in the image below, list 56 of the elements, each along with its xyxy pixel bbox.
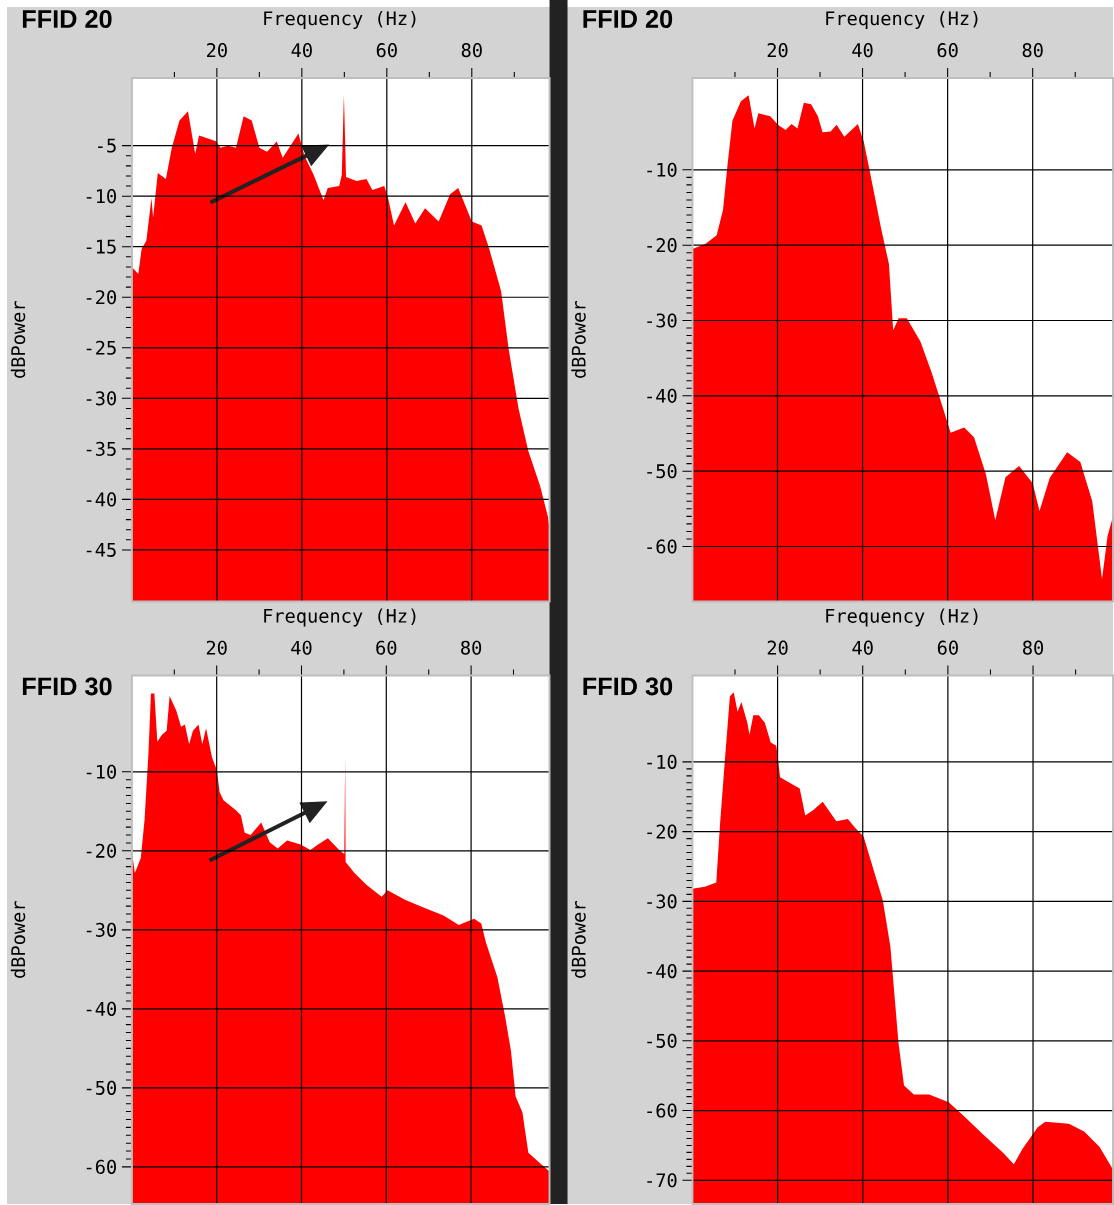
- y-axis-title: dBPower: [10, 901, 26, 978]
- x-axis-title: Frequency (Hz): [826, 10, 978, 29]
- x-tick-label: 80: [461, 640, 482, 655]
- x-axis-title: Frequency (Hz): [264, 10, 416, 29]
- x-axis-title: Frequency (Hz): [264, 608, 416, 627]
- y-axis-title: dBPower: [10, 301, 26, 378]
- y-tick-label: -40: [86, 492, 116, 507]
- y-axis-title: dBPower: [571, 301, 586, 378]
- x-tick-label: 80: [1022, 43, 1043, 58]
- x-tick-label: 80: [1022, 640, 1044, 655]
- y-tick-label: -20: [86, 290, 116, 305]
- y-tick-label: -60: [647, 539, 677, 554]
- y-axis-title: dBPower: [571, 901, 586, 978]
- y-tick-label: -15: [86, 239, 116, 254]
- x-tick-label: 60: [376, 43, 397, 58]
- y-tick-label: -20: [647, 238, 677, 253]
- y-tick-label: -70: [647, 1173, 677, 1188]
- y-tick-label: -5: [97, 138, 116, 153]
- y-tick-label: -20: [86, 843, 116, 858]
- x-tick-label: 20: [767, 43, 788, 58]
- x-tick-label: 40: [852, 640, 873, 655]
- y-tick-label: -30: [647, 894, 677, 909]
- y-tick-label: -20: [647, 824, 677, 839]
- x-tick-label: 80: [461, 43, 482, 58]
- x-tick-label: 20: [206, 640, 227, 655]
- y-tick-label: -10: [86, 189, 116, 204]
- y-tick-label: -10: [647, 754, 677, 769]
- x-tick-label: 60: [937, 43, 958, 58]
- y-tick-label: -50: [647, 464, 677, 479]
- x-tick-label: 40: [291, 43, 312, 58]
- x-tick-label: 40: [852, 43, 873, 58]
- x-tick-label: 20: [206, 43, 227, 58]
- x-tick-label: 20: [767, 640, 788, 655]
- x-axis-title: Frequency (Hz): [826, 608, 978, 627]
- y-tick-label: -25: [86, 340, 116, 355]
- y-tick-label: -50: [647, 1033, 677, 1048]
- y-tick-label: -30: [647, 313, 677, 328]
- x-tick-label: 60: [376, 640, 397, 655]
- y-tick-label: -60: [647, 1103, 677, 1118]
- chart-title: FFID 20: [583, 10, 673, 28]
- y-tick-label: -40: [86, 1001, 116, 1016]
- y-tick-label: -10: [647, 162, 677, 177]
- y-tick-label: -10: [86, 764, 116, 779]
- y-tick-label: -50: [86, 1080, 116, 1095]
- y-tick-label: -45: [86, 543, 116, 557]
- y-tick-label: -30: [86, 391, 116, 406]
- x-tick-label: 60: [937, 640, 958, 655]
- chart-title: FFID 30: [583, 677, 673, 696]
- y-tick-label: -35: [86, 441, 116, 456]
- y-tick-label: -30: [86, 922, 116, 937]
- x-tick-label: 40: [291, 640, 312, 655]
- y-tick-label: -40: [647, 388, 677, 403]
- chart-title: FFID 30: [22, 677, 112, 696]
- chart-title: FFID 20: [22, 10, 112, 28]
- y-tick-label: -60: [86, 1159, 116, 1174]
- y-tick-label: -40: [647, 964, 677, 979]
